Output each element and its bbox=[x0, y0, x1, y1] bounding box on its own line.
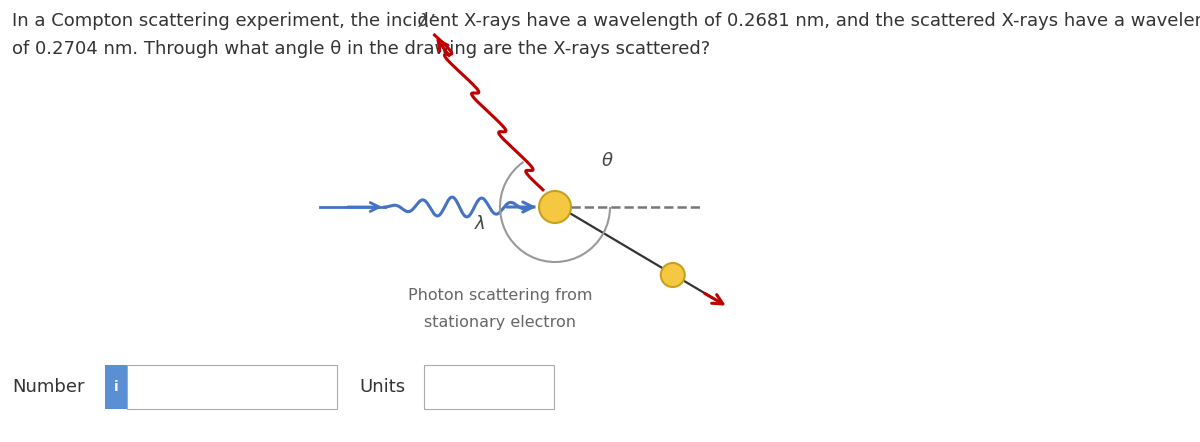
Text: stationary electron: stationary electron bbox=[424, 315, 576, 330]
Text: λ: λ bbox=[475, 215, 485, 233]
FancyBboxPatch shape bbox=[106, 365, 127, 409]
Text: Number: Number bbox=[12, 378, 84, 396]
Text: ∨: ∨ bbox=[534, 380, 544, 394]
Text: Units: Units bbox=[359, 378, 406, 396]
Text: θ: θ bbox=[601, 152, 613, 170]
Circle shape bbox=[539, 191, 571, 223]
Text: Photon scattering from: Photon scattering from bbox=[408, 288, 593, 303]
Text: of 0.2704 nm. Through what angle θ in the drawing are the X-rays scattered?: of 0.2704 nm. Through what angle θ in th… bbox=[12, 40, 710, 58]
Circle shape bbox=[661, 263, 685, 287]
Text: λ’: λ’ bbox=[419, 13, 434, 31]
FancyBboxPatch shape bbox=[424, 365, 554, 409]
Text: In a Compton scattering experiment, the incident X-rays have a wavelength of 0.2: In a Compton scattering experiment, the … bbox=[12, 12, 1200, 30]
FancyBboxPatch shape bbox=[127, 365, 337, 409]
Text: i: i bbox=[114, 380, 119, 394]
